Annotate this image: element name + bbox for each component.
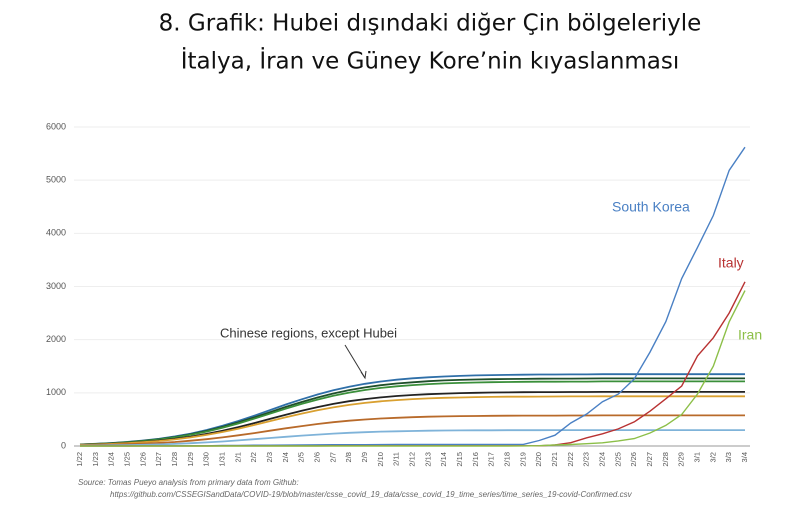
x-tick-label: 2/2 xyxy=(249,452,258,462)
chart-title: İtalya, İran ve Güney Kore’nin kıyaslanm… xyxy=(181,47,680,75)
x-tick-label: 2/22 xyxy=(566,452,575,467)
x-tick-label: 3/1 xyxy=(692,452,701,462)
x-tick-label: 2/23 xyxy=(582,452,591,467)
x-tick-label: 2/19 xyxy=(518,452,527,467)
x-tick-label: 2/6 xyxy=(312,452,321,462)
x-tick-label: 2/21 xyxy=(550,452,559,467)
y-tick-label: 3000 xyxy=(46,281,66,291)
x-tick-label: 1/26 xyxy=(138,452,147,467)
x-tick-label: 1/22 xyxy=(75,452,84,467)
series-label: Iran xyxy=(738,327,762,343)
series-line xyxy=(79,395,745,446)
x-tick-label: 2/18 xyxy=(502,452,511,467)
x-tick-label: 2/4 xyxy=(281,452,290,462)
x-tick-label: 1/28 xyxy=(170,452,179,467)
x-tick-label: 2/17 xyxy=(487,452,496,467)
x-tick-label: 2/28 xyxy=(661,452,670,467)
y-tick-label: 1000 xyxy=(46,387,66,397)
x-tick-label: 2/24 xyxy=(597,452,606,467)
x-tick-label: 2/29 xyxy=(677,452,686,467)
x-tick-label: 2/26 xyxy=(629,452,638,467)
series-label: South Korea xyxy=(612,199,690,215)
series-label: Italy xyxy=(718,255,744,271)
annotation: Chinese regions, except Hubei xyxy=(220,325,397,340)
x-tick-label: 2/15 xyxy=(455,452,464,467)
source: https://github.com/CSSEGISandData/COVID-… xyxy=(110,490,633,499)
series-line xyxy=(80,281,746,447)
x-tick-label: 2/12 xyxy=(407,452,416,467)
x-tick-label: 2/8 xyxy=(344,452,353,462)
x-tick-label: 2/5 xyxy=(297,452,306,462)
source: Source: Tomas Pueyo analysis from primar… xyxy=(78,478,299,487)
x-tick-label: 2/1 xyxy=(233,452,242,462)
x-tick-label: 2/20 xyxy=(534,452,543,467)
x-tick-label: 1/30 xyxy=(202,452,211,467)
x-tick-label: 2/11 xyxy=(392,452,401,466)
y-tick-label: 5000 xyxy=(46,175,66,185)
y-tick-label: 0 xyxy=(61,440,66,450)
y-tick-label: 2000 xyxy=(46,334,66,344)
annotation-arrow-head xyxy=(360,370,367,380)
x-tick-label: 1/25 xyxy=(122,452,131,467)
x-tick-label: 2/9 xyxy=(360,452,369,462)
x-tick-label: 2/3 xyxy=(265,452,274,462)
series-line xyxy=(79,429,745,447)
x-tick-label: 2/7 xyxy=(328,452,337,462)
x-tick-label: 1/29 xyxy=(186,452,195,467)
x-tick-label: 2/25 xyxy=(613,452,622,467)
y-tick-label: 4000 xyxy=(46,228,66,238)
series-line xyxy=(80,146,746,447)
series-line xyxy=(80,290,746,447)
y-tick-label: 6000 xyxy=(46,121,66,131)
chart-title: 8. Grafik: Hubei dışındaki diğer Çin böl… xyxy=(159,11,702,37)
plot-area: 0 1000 2000 3000 4000 5000 6000 1/22 1/23 1/24 1/2… xyxy=(46,121,750,467)
x-tick-label: 3/3 xyxy=(724,452,733,462)
x-tick-label: 1/23 xyxy=(91,452,100,467)
x-tick-label: 1/31 xyxy=(217,452,226,467)
x-tick-label: 3/2 xyxy=(708,452,717,462)
x-tick-label: 1/27 xyxy=(154,452,163,467)
x-tick-label: 3/4 xyxy=(740,452,749,462)
x-tick-label: 2/14 xyxy=(439,452,448,467)
x-tick-label: 2/16 xyxy=(471,452,480,467)
x-tick-label: 1/24 xyxy=(107,452,116,467)
series-line xyxy=(79,414,745,447)
series-line xyxy=(79,380,745,446)
x-tick-label: 2/27 xyxy=(645,452,654,467)
x-tick-label: 2/13 xyxy=(423,452,432,467)
x-tick-label: 2/10 xyxy=(376,452,385,467)
